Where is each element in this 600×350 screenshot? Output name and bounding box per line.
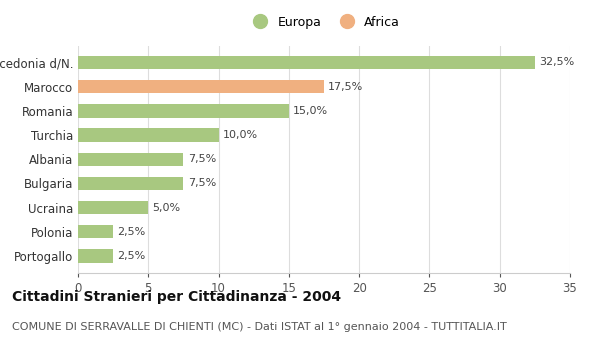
Bar [78,128,218,142]
Bar [78,104,289,118]
Text: 2,5%: 2,5% [118,251,146,261]
Text: 15,0%: 15,0% [293,106,328,116]
Text: Cittadini Stranieri per Cittadinanza - 2004: Cittadini Stranieri per Cittadinanza - 2… [12,290,341,304]
Text: 32,5%: 32,5% [539,57,574,68]
Bar [78,225,113,238]
Text: 7,5%: 7,5% [188,178,216,188]
Text: 10,0%: 10,0% [223,130,258,140]
Text: COMUNE DI SERRAVALLE DI CHIENTI (MC) - Dati ISTAT al 1° gennaio 2004 - TUTTITALI: COMUNE DI SERRAVALLE DI CHIENTI (MC) - D… [12,322,507,332]
Text: 7,5%: 7,5% [188,154,216,164]
Text: 5,0%: 5,0% [152,203,181,213]
Bar [78,153,184,166]
Legend: Europa, Africa: Europa, Africa [243,11,405,34]
Bar [78,177,184,190]
Text: 17,5%: 17,5% [328,82,364,92]
Bar [78,249,113,262]
Text: 2,5%: 2,5% [118,227,146,237]
Bar [78,56,535,69]
Bar [78,80,324,93]
Bar [78,201,148,214]
